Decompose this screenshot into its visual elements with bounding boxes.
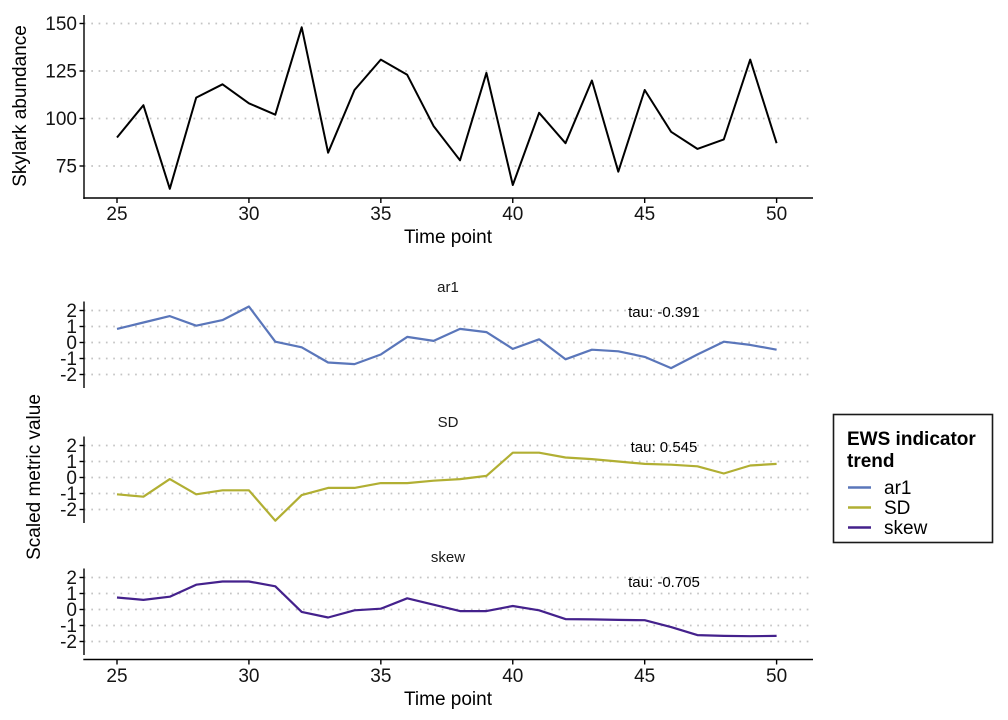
x-tick-label-abundance-50: 50 xyxy=(766,204,787,225)
legend-label-ar1: ar1 xyxy=(884,478,911,499)
ar1-line xyxy=(116,305,777,370)
abundance-line xyxy=(116,26,778,190)
legend-box xyxy=(832,413,994,544)
y-tick-label-sd-0: 0 xyxy=(66,468,77,489)
y-tick-label-abundance-150: 150 xyxy=(45,14,77,35)
y-tick-label-ar1-2: 2 xyxy=(66,301,77,322)
y-tick-label-sd-2: 2 xyxy=(66,436,77,457)
x-tick-label-skew-40: 40 xyxy=(502,666,523,687)
y-tick-label-abundance-100: 100 xyxy=(45,109,77,130)
y-tick-label-skew-2: 2 xyxy=(66,568,77,589)
y-tick-label-skew--1: -1 xyxy=(60,616,77,637)
x-tick-label-abundance-40: 40 xyxy=(502,204,523,225)
y-tick-label-abundance-75: 75 xyxy=(56,157,77,178)
x-tick-label-skew-45: 45 xyxy=(634,666,655,687)
legend: EWS indicator trend ar1 SD skew xyxy=(832,413,994,544)
y-tick-label-sd--1: -1 xyxy=(60,484,77,505)
y-tick-label-ar1--1: -1 xyxy=(60,349,77,370)
tau-annotation-sd: tau: 0.545 xyxy=(631,439,698,456)
y-tick-label-ar1-0: 0 xyxy=(66,333,77,354)
y-tick-label-sd--2: -2 xyxy=(60,500,77,521)
y-tick-label-skew--2: -2 xyxy=(60,632,77,653)
x-tick-label-skew-30: 30 xyxy=(238,666,259,687)
y-tick-label-skew-1: 1 xyxy=(66,584,77,605)
x-tick-label-skew-50: 50 xyxy=(766,666,787,687)
legend-label-skew: skew xyxy=(884,518,928,539)
facet-title-sd: SD xyxy=(438,414,459,431)
facet-y-axis-title: Scaled metric value xyxy=(24,394,45,560)
legend-title-line2: trend xyxy=(847,451,895,472)
skew-line xyxy=(116,580,777,638)
legend-label-sd: SD xyxy=(884,498,910,519)
top-y-axis-title: Skylark abundance xyxy=(10,25,31,187)
sd-line xyxy=(116,451,777,522)
top-x-axis-title: Time point xyxy=(404,227,493,248)
x-tick-label-skew-35: 35 xyxy=(370,666,391,687)
y-tick-label-skew-0: 0 xyxy=(66,600,77,621)
y-tick-label-sd-1: 1 xyxy=(66,452,77,473)
facet-title-skew: skew xyxy=(431,549,465,566)
x-tick-label-abundance-25: 25 xyxy=(106,204,127,225)
facet-x-axis-title: Time point xyxy=(404,689,493,710)
x-tick-label-skew-25: 25 xyxy=(106,666,127,687)
y-tick-label-ar1-1: 1 xyxy=(66,317,77,338)
x-tick-label-abundance-45: 45 xyxy=(634,204,655,225)
y-tick-label-abundance-125: 125 xyxy=(45,62,77,83)
tau-annotation-skew: tau: -0.705 xyxy=(628,574,700,591)
facet-title-ar1: ar1 xyxy=(437,279,459,296)
y-tick-label-ar1--2: -2 xyxy=(60,365,77,386)
x-tick-label-abundance-30: 30 xyxy=(238,204,259,225)
tau-annotation-ar1: tau: -0.391 xyxy=(628,304,700,321)
legend-title-line1: EWS indicator xyxy=(847,429,976,450)
x-tick-label-abundance-35: 35 xyxy=(370,204,391,225)
